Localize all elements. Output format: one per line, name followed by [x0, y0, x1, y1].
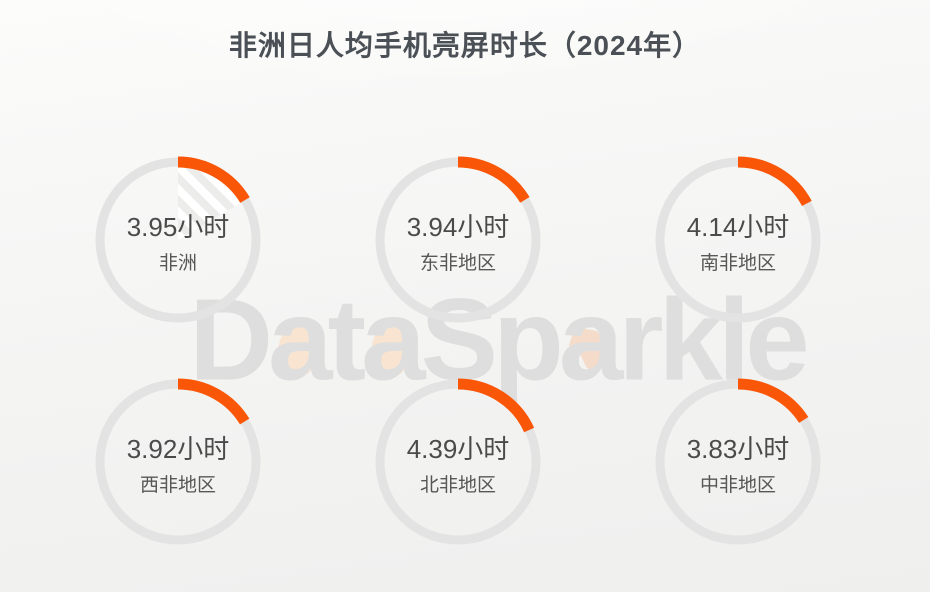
gauge-region-label: 非洲 [158, 253, 197, 275]
gauge-hatched-wedge [178, 167, 241, 240]
gauge-card-east-africa: 3.94小时 东非地区 [373, 155, 543, 325]
donut-gauge [654, 378, 822, 546]
gauge-arc [374, 378, 542, 546]
gauge-text-block: 3.83小时 中非地区 [653, 381, 823, 551]
gauge-value: 3.83小时 [686, 434, 790, 464]
donut-gauge [374, 378, 542, 546]
watermark-letter-a-peach: a [267, 274, 332, 405]
gauge-value: 3.92小时 [126, 434, 230, 464]
watermark-letter-a-peach: a [361, 274, 425, 405]
gauge-value: 4.39小时 [406, 434, 510, 464]
gauge-arc [374, 156, 542, 324]
watermark-letter: t [327, 274, 366, 405]
gauge-arc [94, 378, 262, 546]
gauge-card-west-africa: 3.92小时 西非地区 [93, 377, 263, 547]
watermark-letters: rkle [618, 274, 809, 405]
gauge-card-north-africa: 4.39小时 北非地区 [373, 377, 543, 547]
gauge-region-label: 南非地区 [699, 253, 776, 275]
gauge-card-africa: 3.95小时 非洲 [93, 155, 263, 325]
gauge-text-block: 4.39小时 北非地区 [373, 381, 543, 551]
donut-gauge [94, 378, 262, 546]
gauge-value: 4.14小时 [686, 212, 790, 242]
gauge-region-label: 西非地区 [139, 475, 216, 497]
gauge-text-block: 3.92小时 西非地区 [93, 381, 263, 551]
gauge-text-block: 3.95小时 非洲 [93, 159, 263, 329]
gauge-arc [94, 156, 262, 324]
gauge-value: 3.94小时 [406, 212, 510, 242]
gauge-value: 3.95小时 [126, 212, 230, 242]
gauge-arc [654, 378, 822, 546]
gauge-region-label: 北非地区 [419, 475, 496, 497]
donut-gauge [374, 156, 542, 324]
page-title: 非洲日人均手机亮屏时长（2024年） [228, 30, 702, 61]
gauge-region-label: 中非地区 [699, 475, 776, 497]
gauge-card-central-africa: 3.83小时 中非地区 [653, 377, 823, 547]
gauge-arc [654, 156, 822, 324]
donut-gauge [94, 156, 262, 324]
donut-gauge [654, 156, 822, 324]
gauge-text-block: 3.94小时 东非地区 [373, 159, 543, 329]
gauge-card-southern-africa: 4.14小时 南非地区 [653, 155, 823, 325]
gauge-text-block: 4.14小时 南非地区 [653, 159, 823, 329]
watermark-letter-a-africa-map: a [558, 274, 623, 405]
gauge-region-label: 东非地区 [419, 253, 496, 275]
